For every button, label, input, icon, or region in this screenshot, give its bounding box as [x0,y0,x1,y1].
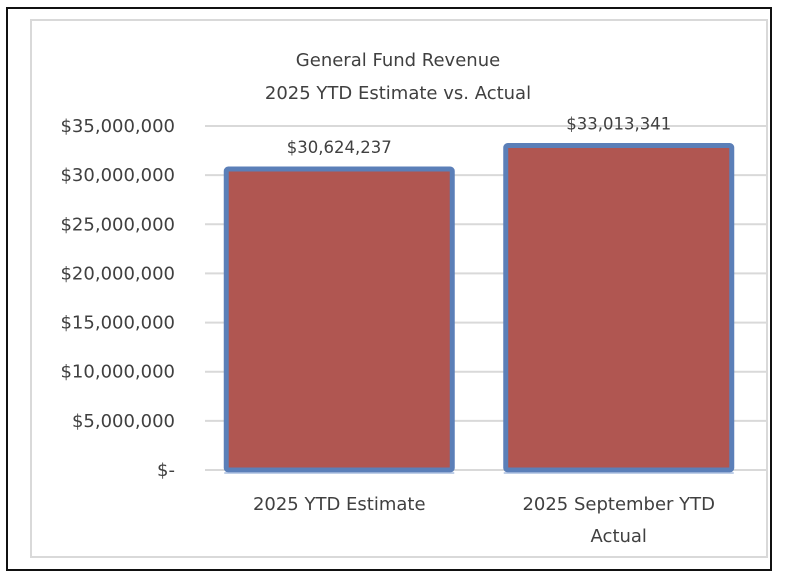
y-tick-label: $10,000,000 [60,362,175,383]
y-axis: $- $5,000,000 $10,000,000 $15,000,000 $20,00… [60,116,175,481]
chart-subtitle: 2025 YTD Estimate vs. Actual [265,83,531,104]
data-label: $33,013,341 [566,115,671,134]
y-tick-label: $35,000,000 [60,116,175,137]
chart-title: General Fund Revenue [296,50,500,71]
x-tick-label: 2025 YTD Estimate [253,494,426,515]
y-tick-label: $- [157,460,175,481]
data-label: $30,624,237 [287,138,392,157]
data-labels: $30,624,237 $33,013,341 [287,115,671,157]
bar-2 [503,143,735,473]
bar-1 [223,166,455,473]
y-tick-label: $20,000,000 [60,263,175,284]
y-tick-label: $5,000,000 [72,411,175,432]
y-tick-label: $15,000,000 [60,313,175,334]
x-tick-label: Actual [591,526,647,547]
bars [223,143,735,474]
x-tick-label: 2025 September YTD [522,494,715,515]
y-tick-label: $25,000,000 [60,214,175,235]
x-axis: 2025 YTD Estimate 2025 September YTD Actua… [253,494,715,547]
y-tick-label: $30,000,000 [60,165,175,186]
